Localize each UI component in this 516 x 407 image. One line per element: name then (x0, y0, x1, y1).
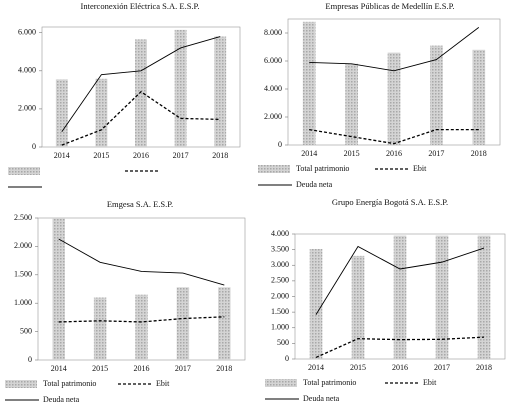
y-tick-label: 4.000 (18, 66, 36, 75)
legend-swatch (8, 167, 40, 175)
line-series (58, 238, 225, 286)
y-tick-label: 8.000 (264, 28, 282, 37)
legend-label: Ebit (156, 379, 170, 388)
y-tick-label: 6.000 (18, 28, 36, 37)
x-tick-label: 2014 (51, 364, 67, 373)
legend-swatch (5, 380, 37, 388)
legend-label: Ebit (423, 378, 437, 387)
y-tick-label: 0 (278, 140, 282, 149)
x-tick-label: 2017 (173, 151, 189, 160)
bar (174, 29, 187, 147)
x-tick-label: 2016 (386, 149, 402, 158)
x-tick-label: 2016 (133, 151, 149, 160)
chart-title: Interconexión Eléctrica S.A. E.S.P. (81, 1, 200, 11)
bar (477, 235, 491, 359)
y-tick-label: 6.000 (264, 56, 282, 65)
bar (214, 36, 227, 147)
bar (135, 39, 147, 147)
y-tick-label: 500 (20, 326, 32, 335)
x-tick-label: 2015 (344, 149, 360, 158)
y-tick-label: 4.000 (264, 84, 282, 93)
x-tick-label: 2014 (301, 149, 317, 158)
y-tick-label: 500 (277, 338, 289, 347)
legend-label: Total patrimonio (296, 164, 349, 173)
line-series (58, 316, 225, 323)
y-tick-label: 2.000 (271, 291, 289, 300)
y-tick-label: 2.500 (271, 276, 289, 285)
bar (52, 218, 65, 360)
y-tick-label: 3.500 (271, 244, 289, 253)
legend-label: Deuda neta (43, 395, 80, 404)
legend-label: Ebit (413, 164, 427, 173)
x-tick-label: 2018 (471, 149, 487, 158)
x-tick-label: 2018 (476, 363, 492, 372)
line-series (315, 245, 485, 315)
bar (302, 21, 316, 145)
chart-title: Emgesa S.A. E.S.P. (107, 199, 173, 209)
y-tick-label: 3.000 (271, 260, 289, 269)
x-tick-label: 2015 (92, 364, 108, 373)
line-series (61, 90, 221, 146)
y-tick-label: 2.500 (14, 213, 32, 222)
x-tick-label: 2015 (93, 151, 109, 160)
x-tick-label: 2017 (428, 149, 444, 158)
bar (351, 255, 365, 359)
y-tick-label: 2.000 (18, 104, 36, 113)
y-tick-label: 0 (32, 142, 36, 151)
bar (435, 235, 449, 359)
bar (472, 49, 486, 145)
x-tick-label: 2017 (175, 364, 191, 373)
y-tick-label: 1.000 (14, 298, 32, 307)
y-tick-label: 2.000 (14, 241, 32, 250)
y-tick-label: 1.000 (271, 323, 289, 332)
x-tick-label: 2015 (350, 363, 366, 372)
line-series (309, 128, 479, 145)
legend-swatch (258, 165, 290, 173)
x-tick-label: 2018 (212, 151, 228, 160)
bar (387, 52, 401, 145)
x-tick-label: 2014 (308, 363, 324, 372)
line-series (315, 336, 485, 359)
legend-label: Deuda neta (296, 180, 333, 189)
y-tick-label: 0 (285, 354, 289, 363)
legend-label: Deuda neta (303, 394, 340, 403)
bar (430, 45, 443, 145)
line-series (61, 36, 221, 133)
legend-label: Total patrimonio (303, 378, 356, 387)
bar (218, 287, 231, 360)
chart-title: Grupo Energía Bogotá S.A. E.S.P. (332, 197, 448, 207)
chart-title: Empresas Públicas de Medellín E.S.P. (325, 1, 454, 11)
y-tick-label: 1.500 (271, 307, 289, 316)
x-tick-label: 2016 (392, 363, 408, 372)
bar (309, 249, 323, 359)
legend-label: Total patrimonio (43, 379, 96, 388)
bar (393, 235, 407, 359)
y-tick-label: 4.000 (271, 229, 289, 238)
bar (93, 297, 107, 360)
y-tick-label: 2.000 (264, 112, 282, 121)
x-tick-label: 2017 (434, 363, 450, 372)
bar (55, 79, 68, 147)
x-tick-label: 2016 (134, 364, 150, 373)
bar (345, 63, 358, 145)
bar (176, 287, 190, 360)
x-tick-label: 2014 (54, 151, 70, 160)
bar (95, 78, 108, 147)
legend-swatch (265, 379, 297, 387)
bar (135, 294, 148, 360)
x-tick-label: 2018 (216, 364, 232, 373)
y-tick-label: 1.500 (14, 270, 32, 279)
line-series (309, 27, 480, 72)
y-tick-label: 0 (28, 355, 32, 364)
